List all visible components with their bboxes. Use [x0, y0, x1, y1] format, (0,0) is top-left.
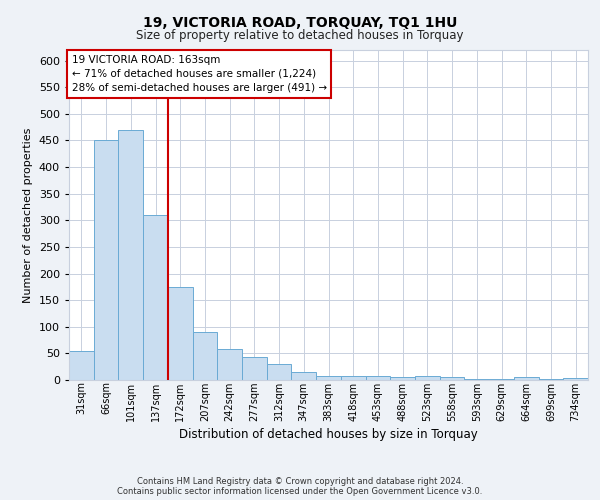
Bar: [415, 376, 440, 380]
Text: 19, VICTORIA ROAD, TORQUAY, TQ1 1HU: 19, VICTORIA ROAD, TORQUAY, TQ1 1HU: [143, 16, 457, 30]
Y-axis label: Number of detached properties: Number of detached properties: [23, 128, 33, 302]
Bar: [168, 287, 193, 380]
Bar: [143, 215, 168, 380]
Bar: [464, 379, 489, 380]
Bar: [118, 130, 143, 380]
Bar: [563, 378, 588, 380]
Bar: [440, 378, 464, 380]
Bar: [267, 364, 292, 380]
Bar: [539, 379, 563, 380]
Text: Size of property relative to detached houses in Torquay: Size of property relative to detached ho…: [136, 28, 464, 42]
Bar: [292, 372, 316, 380]
Bar: [341, 376, 365, 380]
Text: 19 VICTORIA ROAD: 163sqm
← 71% of detached houses are smaller (1,224)
28% of sem: 19 VICTORIA ROAD: 163sqm ← 71% of detach…: [71, 55, 327, 93]
Bar: [365, 376, 390, 380]
Text: Contains HM Land Registry data © Crown copyright and database right 2024.
Contai: Contains HM Land Registry data © Crown c…: [118, 476, 482, 496]
Bar: [242, 357, 267, 380]
X-axis label: Distribution of detached houses by size in Torquay: Distribution of detached houses by size …: [179, 428, 478, 441]
Bar: [217, 349, 242, 380]
Bar: [489, 379, 514, 380]
Bar: [94, 140, 118, 380]
Bar: [514, 378, 539, 380]
Bar: [193, 332, 217, 380]
Bar: [390, 378, 415, 380]
Bar: [316, 376, 341, 380]
Bar: [69, 350, 94, 380]
